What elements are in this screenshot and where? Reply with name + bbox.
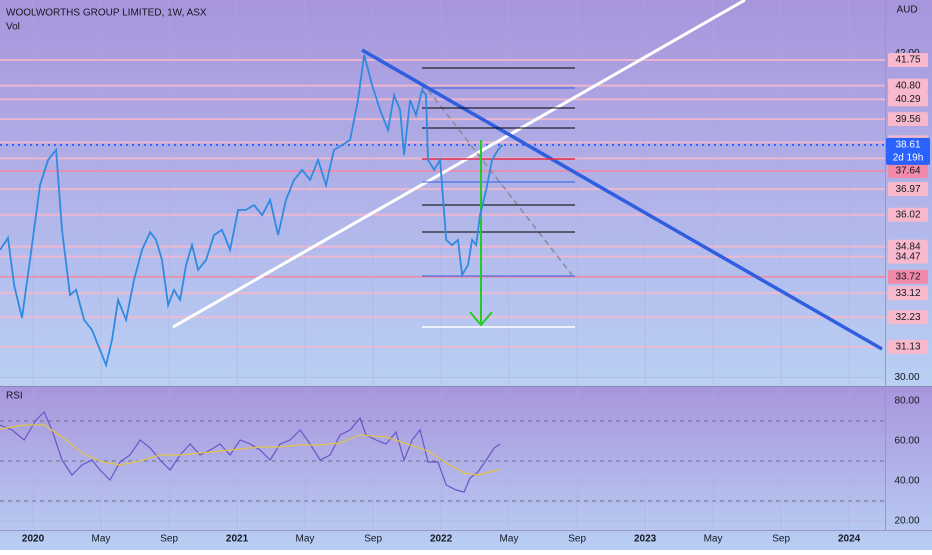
x-tick-label: May bbox=[92, 534, 111, 545]
series-line bbox=[0, 424, 501, 476]
level-label-box bbox=[888, 339, 928, 354]
level-label: 34.47 bbox=[895, 251, 920, 262]
level-label-box bbox=[888, 78, 928, 93]
level-label: 33.72 bbox=[895, 272, 920, 283]
x-tick-label: Sep bbox=[160, 534, 178, 545]
x-tick-label: 2022 bbox=[430, 534, 453, 545]
series-line bbox=[0, 410, 501, 493]
level-label: 40.29 bbox=[895, 94, 920, 105]
volume-label: Vol bbox=[6, 22, 20, 33]
level-label-box bbox=[888, 164, 928, 179]
x-tick-label: 2020 bbox=[22, 534, 45, 545]
level-label: 36.02 bbox=[895, 209, 920, 220]
level-label-box bbox=[888, 207, 928, 222]
level-label: 32.23 bbox=[895, 312, 920, 323]
rsi-pane bbox=[0, 387, 932, 550]
level-label-box bbox=[888, 182, 928, 197]
y-tick-label: 30.00 bbox=[894, 372, 919, 383]
level-label-box bbox=[888, 52, 928, 67]
countdown-label: 2d 19h bbox=[893, 152, 924, 163]
x-tick-label: May bbox=[500, 534, 519, 545]
level-label: 31.13 bbox=[895, 342, 920, 353]
level-label-box bbox=[888, 92, 928, 107]
level-label: 37.64 bbox=[895, 166, 920, 177]
y-tick-label: 80.00 bbox=[894, 396, 919, 407]
price-pane bbox=[0, 0, 932, 386]
drawings bbox=[172, 0, 883, 351]
level-label: 40.80 bbox=[895, 80, 920, 91]
level-label-box bbox=[888, 112, 928, 127]
x-tick-label: May bbox=[704, 534, 723, 545]
chart-title: WOOLWORTHS GROUP LIMITED, 1W, ASX bbox=[6, 8, 207, 19]
level-label: 36.97 bbox=[895, 184, 920, 195]
x-tick-label: May bbox=[296, 534, 315, 545]
dashed-projection bbox=[427, 89, 573, 276]
level-label-box bbox=[888, 310, 928, 325]
x-tick-label: Sep bbox=[568, 534, 586, 545]
last-price-label: 38.61 bbox=[895, 139, 920, 150]
trend-line-resistance bbox=[361, 48, 883, 351]
x-tick-label: 2024 bbox=[838, 534, 861, 545]
x-tick-label: 2021 bbox=[226, 534, 249, 545]
level-label: 39.56 bbox=[895, 114, 920, 125]
y-tick-label: 60.00 bbox=[894, 436, 919, 447]
level-label-box bbox=[888, 269, 928, 284]
trend-line-support bbox=[172, 0, 746, 329]
level-label: 34.84 bbox=[895, 241, 920, 252]
y-tick-label: 40.00 bbox=[894, 476, 919, 487]
level-label: 33.12 bbox=[895, 288, 920, 299]
x-tick-label: Sep bbox=[772, 534, 790, 545]
rsi-title: RSI bbox=[6, 391, 23, 402]
y-tick-label: 20.00 bbox=[894, 516, 919, 527]
x-tick-label: 2023 bbox=[634, 534, 657, 545]
target-arrow-head bbox=[469, 311, 493, 327]
level-label: 41.75 bbox=[895, 55, 920, 66]
last-price-box bbox=[886, 137, 930, 165]
currency-label: AUD bbox=[896, 5, 917, 16]
series-line bbox=[0, 54, 503, 368]
level-label-box bbox=[888, 249, 928, 264]
level-label-box bbox=[888, 286, 928, 301]
x-tick-label: Sep bbox=[364, 534, 382, 545]
